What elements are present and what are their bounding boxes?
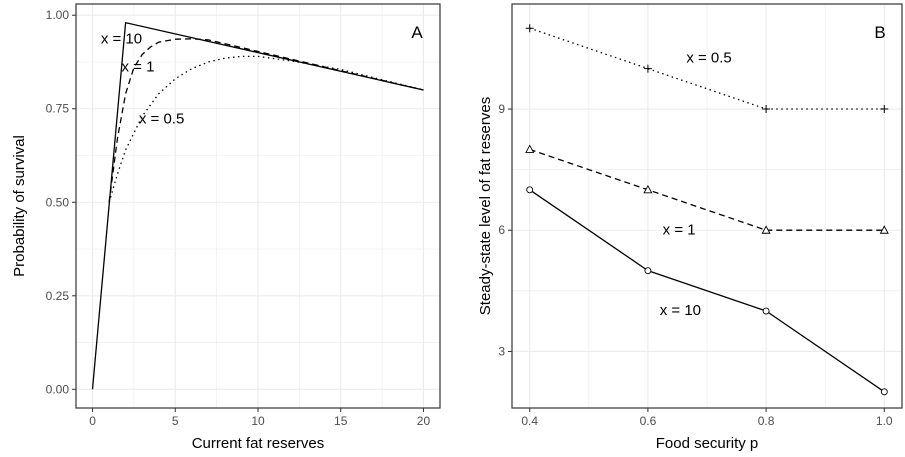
x-tick-label: 10 (251, 414, 265, 428)
marker-plus (880, 105, 889, 114)
x-tick-label: 0 (89, 414, 96, 428)
x-tick-label: 0.8 (758, 414, 775, 428)
y-tick-label: 6 (498, 223, 505, 237)
series-line-x-1 (529, 148, 885, 231)
series-label-x-0-5: x = 0.5 (139, 111, 184, 128)
y-axis-title-b: Steady-state level of fat reserves (477, 97, 494, 315)
panel-letter-b: B (874, 23, 885, 42)
y-tick-label: 0.00 (46, 382, 70, 396)
x-axis-title-b: Food security p (656, 435, 759, 452)
y-tick-label: 9 (498, 102, 505, 116)
series-label-x-1: x = 1 (663, 221, 696, 238)
y-tick-label: 0.50 (46, 195, 70, 209)
series-line-x-1 (108, 38, 424, 203)
x-tick-label: 5 (172, 414, 179, 428)
panel-border-b (511, 3, 903, 409)
y-tick-label: 3 (498, 344, 505, 358)
marker-circle (762, 307, 770, 315)
marker-plus (525, 24, 534, 33)
series-label-x-10: x = 10 (101, 30, 142, 47)
marker-triangle (761, 225, 771, 234)
x-tick-label: 0.6 (640, 414, 657, 428)
y-tick-label: 1.00 (46, 8, 70, 22)
series-label-x-0-5: x = 0.5 (686, 50, 731, 67)
x-axis-title-a: Current fat reserves (192, 435, 325, 452)
marker-circle (644, 267, 652, 275)
series-label-x-10: x = 10 (660, 302, 701, 319)
marker-plus (643, 64, 652, 73)
series-label-x-1: x = 1 (122, 58, 155, 75)
series-line-x-0-5 (108, 55, 424, 203)
x-tick-label: 20 (417, 414, 431, 428)
x-tick-label: 0.4 (521, 414, 538, 428)
y-tick-label: 0.75 (46, 102, 70, 116)
x-tick-label: 1.0 (876, 414, 893, 428)
panel-letter-a: A (411, 23, 423, 42)
panel-b: 0.4 0.6 0.8 1.0 3 6 9 x = 0.5 x = 1 x = 10 B Food s… (477, 3, 903, 452)
marker-triangle (643, 184, 653, 194)
series-line-x-10 (529, 189, 885, 393)
panel-a: 0 5 10 15 20 0.00 0.25 0.50 0.75 1.00 x = 10 x = 1 x… (11, 3, 441, 452)
marker-triangle (525, 144, 535, 153)
panel-border-a (75, 3, 441, 409)
marker-circle (526, 186, 534, 194)
x-tick-label: 15 (334, 414, 348, 428)
marker-plus (762, 105, 771, 114)
marker-triangle (879, 225, 889, 234)
series-line-x-10 (91, 22, 424, 390)
y-tick-label: 0.25 (46, 289, 70, 303)
marker-circle (880, 388, 888, 396)
y-axis-title-a: Probability of survival (11, 135, 28, 277)
